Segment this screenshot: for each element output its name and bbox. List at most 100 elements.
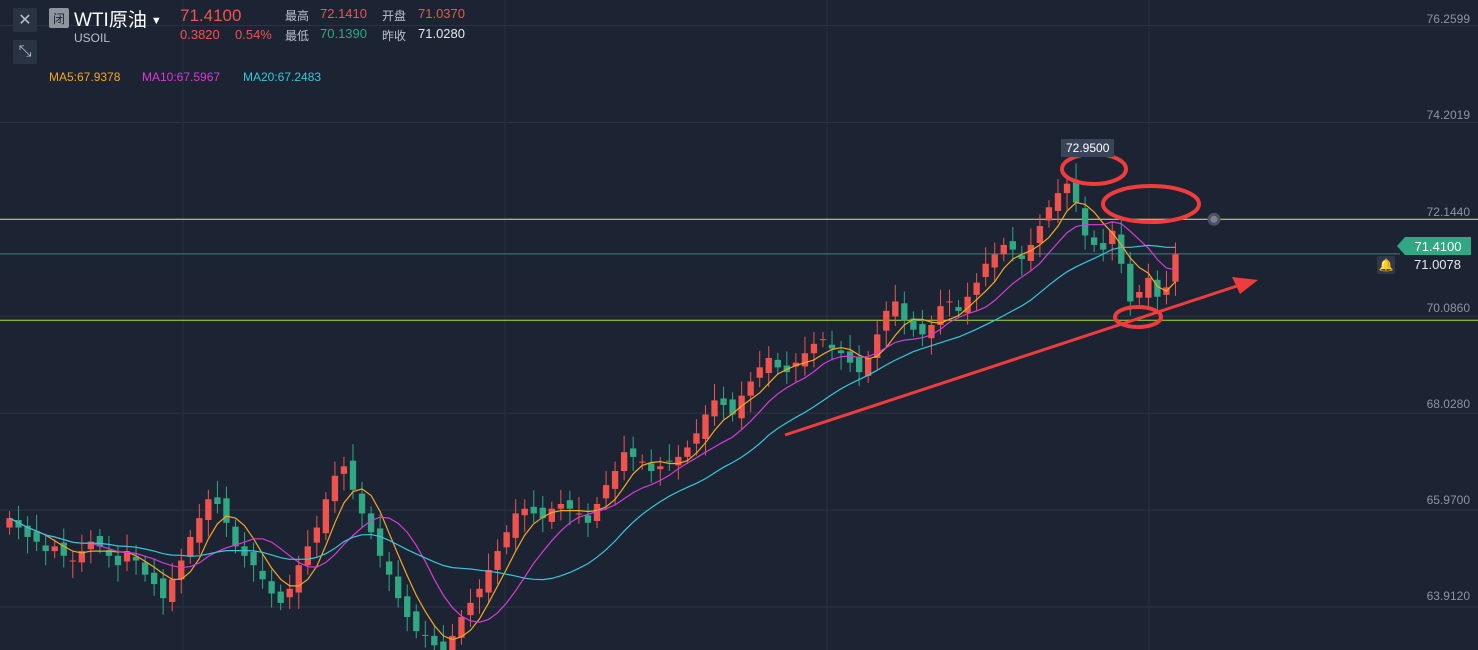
candle-body bbox=[214, 497, 221, 504]
candle-body bbox=[286, 588, 293, 598]
ma20-legend: MA20:67.2483 bbox=[243, 70, 322, 84]
candle-body bbox=[232, 526, 239, 547]
candle-body bbox=[693, 433, 700, 444]
candle-body bbox=[1118, 234, 1125, 264]
candle-body bbox=[566, 500, 574, 509]
low-label: 最低 bbox=[285, 29, 310, 43]
candle-body bbox=[503, 532, 510, 548]
support-circle-annotation bbox=[1113, 305, 1163, 329]
candle-body bbox=[1172, 254, 1179, 282]
candle-body bbox=[96, 536, 104, 547]
dropdown-caret-icon[interactable]: ▼ bbox=[150, 14, 162, 27]
candle-body bbox=[187, 536, 194, 557]
candle-body bbox=[1090, 237, 1098, 245]
moving-average-lines bbox=[9, 201, 1176, 641]
candle-body bbox=[476, 588, 483, 598]
close-icon[interactable]: ✕ bbox=[13, 8, 37, 32]
resistance-circle-annotation bbox=[1101, 184, 1201, 224]
candle-body bbox=[1127, 263, 1134, 302]
line-handle bbox=[1207, 212, 1221, 226]
candle-body bbox=[78, 551, 85, 563]
candle-body bbox=[223, 498, 230, 523]
candle-body bbox=[512, 513, 519, 538]
candle-body bbox=[901, 303, 908, 321]
candle-body bbox=[1027, 244, 1035, 261]
candle-body bbox=[485, 569, 492, 593]
candle-body bbox=[60, 542, 67, 556]
candle-body bbox=[810, 343, 818, 354]
candle-body bbox=[792, 362, 800, 367]
trend-arrow-head bbox=[1232, 277, 1258, 294]
price-change-pct: 0.54% bbox=[235, 27, 272, 42]
candle-body bbox=[684, 447, 691, 457]
candle-body bbox=[1109, 230, 1116, 244]
ma20-line bbox=[9, 244, 1176, 581]
candlesticks bbox=[6, 163, 1179, 650]
candle-body bbox=[51, 546, 58, 552]
candle-body bbox=[630, 448, 637, 457]
price-change: 0.3820 bbox=[180, 27, 220, 42]
candle-body bbox=[349, 460, 357, 490]
collapse-icon[interactable]: ⤡ bbox=[13, 40, 37, 64]
candle-body bbox=[105, 550, 113, 556]
instrument-title[interactable]: WTI原油 ▼ bbox=[74, 10, 162, 31]
candle-body bbox=[602, 485, 610, 499]
candle-body bbox=[774, 359, 781, 368]
candle-body bbox=[910, 318, 917, 330]
candle-body bbox=[376, 528, 384, 556]
y-tick-label: 72.1440 bbox=[1426, 205, 1470, 219]
alert-price-value: 71.0078 bbox=[1414, 257, 1461, 272]
last-price-tag: 71.4100 bbox=[1397, 237, 1471, 255]
candle-body bbox=[494, 551, 501, 570]
candle-body bbox=[33, 531, 40, 542]
candle-body bbox=[413, 611, 420, 632]
candle-body bbox=[955, 307, 962, 311]
candle-body bbox=[865, 357, 872, 376]
candle-body bbox=[729, 399, 736, 415]
candle-body bbox=[919, 324, 926, 335]
high-label: 最高 bbox=[285, 9, 310, 23]
candle-body bbox=[42, 545, 49, 552]
candle-body bbox=[123, 551, 131, 562]
candle-body bbox=[1145, 277, 1152, 298]
candle-body bbox=[1081, 208, 1089, 236]
candle-body bbox=[150, 572, 158, 585]
y-tick-label: 70.0860 bbox=[1426, 301, 1470, 315]
candle-body bbox=[1009, 241, 1016, 250]
candle-body bbox=[160, 578, 167, 599]
ma10-line bbox=[9, 221, 1176, 623]
candle-body bbox=[837, 350, 845, 354]
instrument-symbol: USOIL bbox=[74, 31, 111, 45]
ma5-legend: MA5:67.9378 bbox=[49, 70, 121, 84]
candle-body bbox=[675, 456, 682, 466]
candle-body bbox=[846, 351, 854, 363]
candle-body bbox=[666, 460, 673, 462]
y-tick-label: 76.2599 bbox=[1426, 12, 1470, 26]
candle-body bbox=[132, 556, 140, 561]
candle-body bbox=[973, 282, 980, 295]
candle-body bbox=[892, 301, 899, 317]
candle-body bbox=[584, 515, 592, 523]
low-value: 70.1390 bbox=[320, 26, 367, 41]
candle-body bbox=[874, 334, 881, 358]
candle-body bbox=[855, 357, 863, 373]
market-status-chip: 闭 bbox=[49, 8, 69, 28]
candle-body bbox=[458, 617, 465, 638]
ma5-line bbox=[9, 201, 1176, 641]
candle-body bbox=[295, 565, 302, 593]
candle-body bbox=[313, 527, 320, 543]
candle-body bbox=[611, 471, 619, 489]
candle-body bbox=[87, 541, 95, 550]
candle-body bbox=[991, 254, 998, 268]
open-value: 71.0370 bbox=[418, 6, 465, 21]
candle-body bbox=[1100, 243, 1107, 250]
bell-icon[interactable]: 🔔 bbox=[1377, 256, 1395, 274]
candle-body bbox=[648, 463, 655, 472]
candle-body bbox=[259, 570, 266, 580]
candle-body bbox=[765, 357, 772, 374]
prev-close-value: 71.0280 bbox=[418, 26, 465, 41]
candle-body bbox=[331, 475, 339, 502]
candle-body bbox=[250, 552, 257, 566]
candle-body bbox=[467, 602, 474, 616]
